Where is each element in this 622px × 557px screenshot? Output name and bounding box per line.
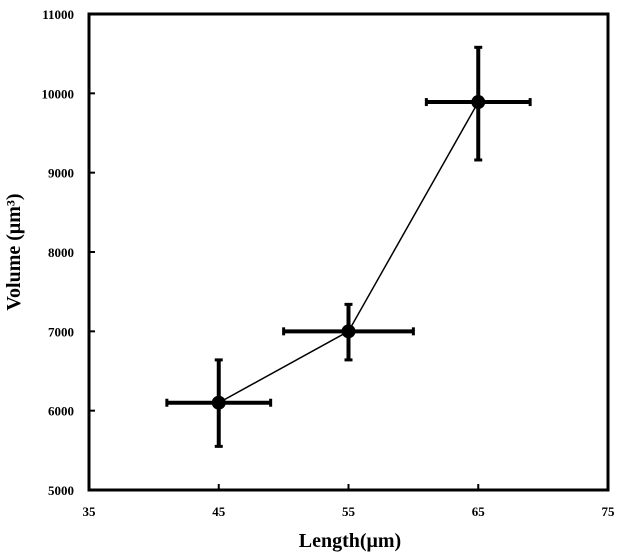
y-tick-label: 8000 [48,245,74,260]
data-point [471,95,486,110]
data-point [341,324,356,339]
x-tick-label: 65 [472,504,486,519]
y-axis-title: Volume (μm³) [3,193,25,310]
x-tick-label: 75 [602,504,616,519]
x-tick-label: 45 [212,504,226,519]
x-axis-title: Length(μm) [299,530,401,552]
y-tick-label: 6000 [48,404,74,419]
x-axis-ticks: 35 45 55 65 75 [83,484,616,519]
y-tick-label: 7000 [48,324,74,339]
y-tick-label: 9000 [48,166,74,181]
y-tick-label: 11000 [42,7,74,22]
data-point [211,395,226,410]
y-tick-label: 5000 [48,483,74,498]
y-tick-label: 10000 [42,86,75,101]
x-tick-label: 35 [83,504,97,519]
plot-frame [87,12,610,492]
series-layer [165,45,532,448]
x-tick-label: 55 [342,504,356,519]
y-axis-ticks: 5000 6000 7000 8000 9000 10000 11000 [42,7,95,498]
